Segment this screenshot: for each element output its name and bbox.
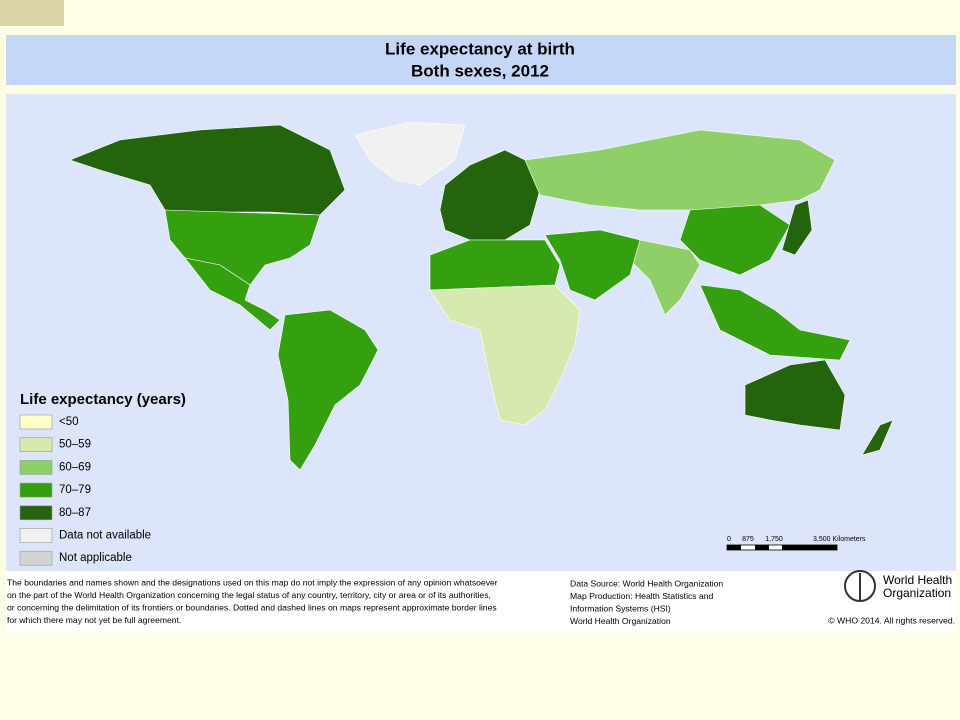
- legend-label: 50–59: [59, 439, 91, 451]
- new-zealand: [861, 419, 894, 456]
- map-shapes: [69, 121, 894, 471]
- scale-label: 875: [742, 536, 754, 543]
- copyright: © WHO 2014. All rights reserved.: [828, 615, 955, 625]
- scale-bar-segment: [782, 545, 837, 550]
- legend-swatch: [19, 414, 53, 430]
- legend-swatch: [19, 482, 53, 498]
- scale-label: 3,500 Kilometers: [813, 536, 866, 543]
- logo-text: Organization: [883, 586, 951, 600]
- disclaimer-line: on the part of the World Health Organiza…: [7, 590, 491, 600]
- source-line: Data Source: World Health Organization: [570, 578, 723, 588]
- scale-bar: 0 875 1,750 3,500 Kilometers: [726, 536, 866, 551]
- legend-swatch: [19, 505, 53, 521]
- legend-label: 60–69: [59, 461, 91, 473]
- disclaimer: The boundaries and names shown and the d…: [7, 577, 498, 625]
- china: [679, 204, 791, 276]
- legend-swatch: [19, 550, 53, 566]
- russia: [524, 129, 836, 211]
- legend-label: Not applicable: [59, 552, 132, 564]
- greenland: [354, 121, 466, 186]
- title-box: [6, 35, 956, 85]
- scale-bar-segment: [727, 545, 741, 550]
- source-line: Information Systems (HSI): [570, 603, 671, 613]
- north-africa: [429, 239, 561, 291]
- legend-swatch: [19, 528, 53, 543]
- legend-swatch: [19, 460, 53, 475]
- legend-label: <50: [59, 416, 79, 428]
- legend-label: Data not available: [59, 530, 151, 542]
- disclaimer-line: for which there may not yet be full agre…: [7, 615, 181, 625]
- title: Life expectancy at birth: [385, 39, 575, 58]
- middle-east: [544, 229, 641, 301]
- legend-label: 70–79: [59, 484, 91, 496]
- who-emblem: [844, 570, 876, 602]
- legend: <50 50–59 60–69 70–79 80–87 Data not availabl…: [19, 414, 151, 566]
- scale-label: 0: [727, 536, 731, 543]
- legend-title: Life expectancy (years): [20, 391, 186, 408]
- scale-label: 1,750: [765, 536, 783, 543]
- usa: [164, 209, 321, 286]
- south-america: [277, 309, 379, 471]
- footer: [6, 571, 956, 633]
- logo-text: World Health: [883, 573, 952, 587]
- disclaimer-line: The boundaries and names shown and the d…: [7, 577, 498, 587]
- source: Data Source: World Health Organization Ma…: [570, 578, 723, 626]
- europe: [439, 149, 541, 241]
- legend-label: 80–87: [59, 507, 91, 519]
- australia: [744, 359, 846, 431]
- mexico-central: [184, 257, 281, 331]
- source-line: Map Production: Health Statistics and: [570, 591, 714, 601]
- southeast-asia: [699, 284, 851, 361]
- corner-tab: [0, 0, 64, 26]
- scale-bar-segment: [755, 545, 769, 550]
- subtitle: Both sexes, 2012: [411, 61, 549, 80]
- source-line: World Health Organization: [570, 616, 671, 626]
- disclaimer-line: or concerning the delimitation of its fr…: [7, 602, 497, 612]
- legend-swatch: [19, 437, 53, 453]
- japan: [781, 199, 813, 256]
- sub-saharan-africa: [429, 284, 581, 426]
